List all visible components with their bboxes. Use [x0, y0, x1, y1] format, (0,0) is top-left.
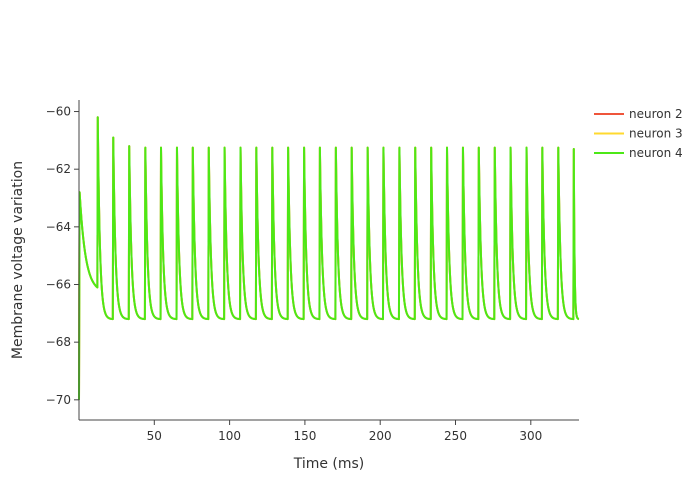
series-line-neuron-2 — [78, 116, 580, 400]
x-axis-title: Time (ms) — [293, 456, 365, 472]
x-tick-label: 200 — [369, 429, 392, 443]
x-tick-label: 250 — [444, 429, 467, 443]
x-axis: 50 100 150 200 250 300 — [79, 419, 579, 443]
x-tick-label: 150 — [293, 429, 316, 443]
x-tick-label: 300 — [519, 429, 542, 443]
legend-label: neuron 4 — [629, 146, 683, 160]
legend-item-neuron-2[interactable]: neuron 2 — [594, 107, 683, 121]
y-axis-title: Membrane voltage variation — [10, 161, 26, 359]
y-tick-label: −64 — [46, 220, 71, 234]
legend-item-neuron-4[interactable]: neuron 4 — [594, 146, 683, 160]
y-tick-label: −68 — [46, 335, 71, 349]
y-tick-label: −62 — [46, 162, 71, 176]
series-line-neuron-4 — [78, 116, 580, 400]
legend-label: neuron 3 — [629, 127, 683, 141]
series-line-neuron-3 — [78, 116, 580, 400]
y-axis: −70 −68 −66 −64 −62 −60 — [46, 100, 80, 420]
y-tick-label: −70 — [46, 393, 71, 407]
legend[interactable]: neuron 2 neuron 3 neuron 4 — [594, 107, 683, 160]
legend-item-neuron-3[interactable]: neuron 3 — [594, 127, 683, 141]
x-tick-label: 100 — [218, 429, 241, 443]
y-tick-label: −60 — [46, 105, 71, 119]
y-tick-label: −66 — [46, 278, 71, 292]
plot-area — [78, 116, 580, 400]
legend-label: neuron 2 — [629, 107, 683, 121]
x-tick-label: 50 — [147, 429, 162, 443]
